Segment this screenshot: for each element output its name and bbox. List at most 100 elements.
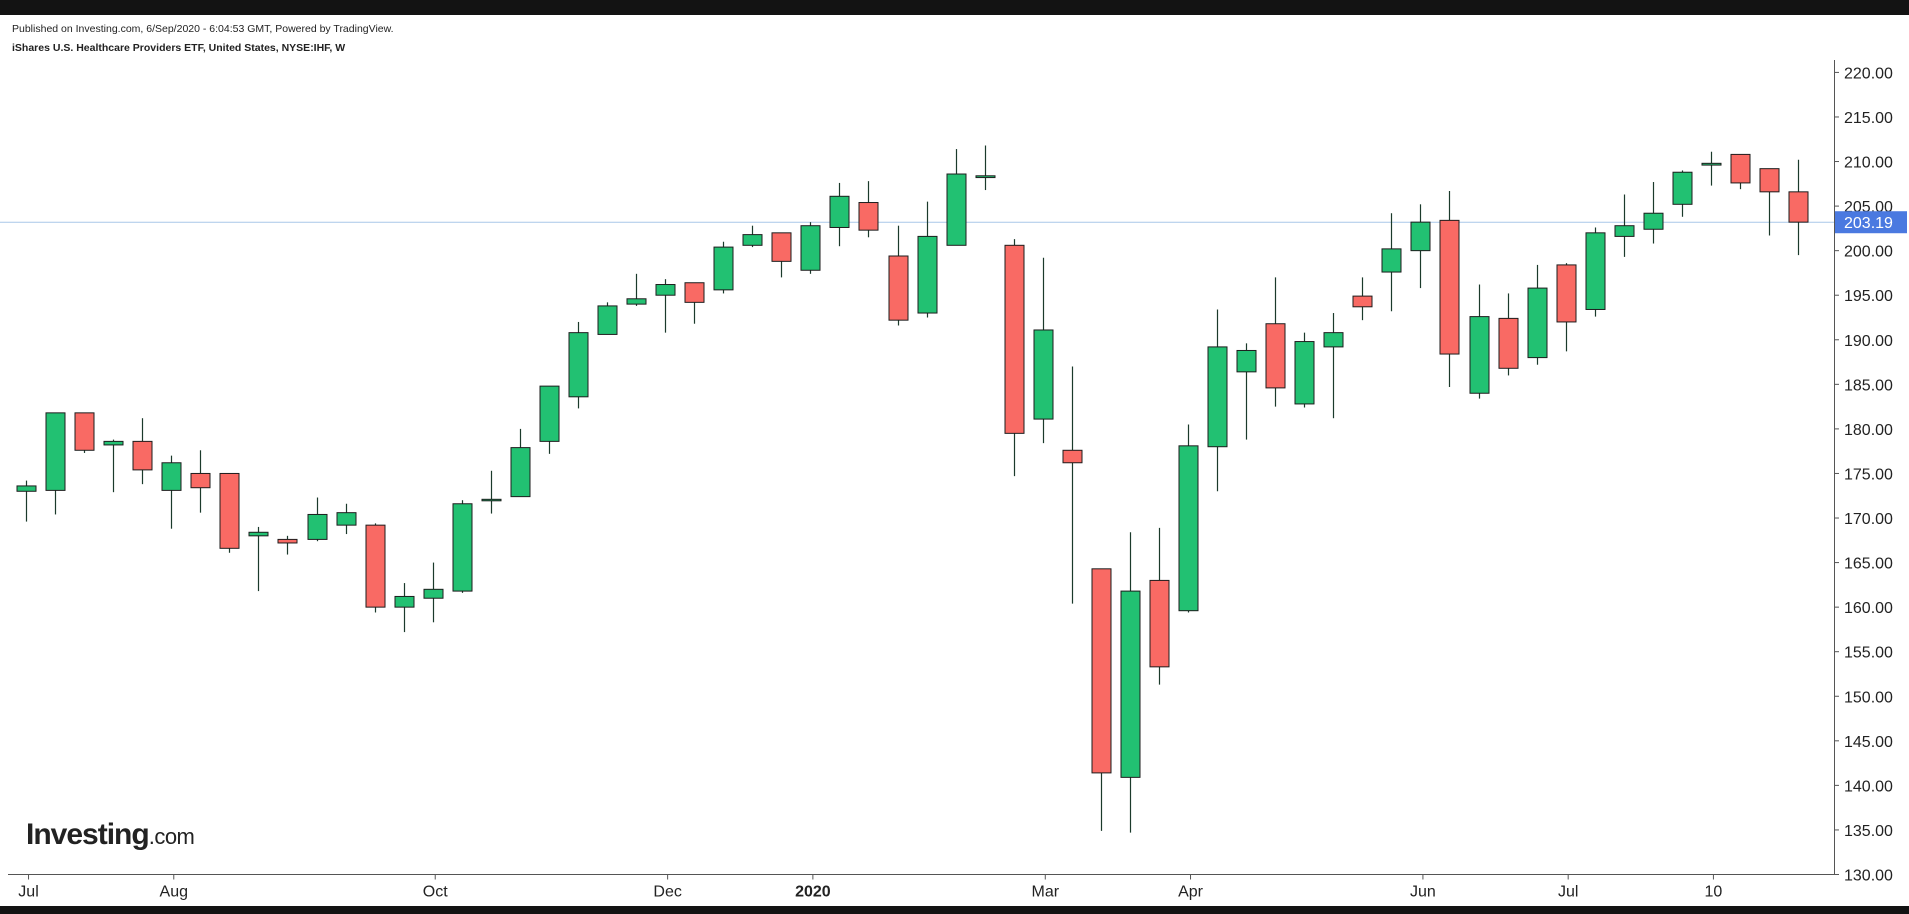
candle-body-down [1149, 579, 1170, 668]
candle[interactable] [1614, 194, 1635, 257]
candle[interactable] [858, 181, 879, 238]
candle[interactable] [365, 523, 386, 613]
candle[interactable] [510, 428, 531, 498]
candle[interactable] [1004, 239, 1025, 477]
candle[interactable] [568, 321, 589, 409]
last-price-badge [1835, 211, 1907, 234]
candle[interactable] [1062, 366, 1083, 604]
candle[interactable] [1265, 277, 1286, 407]
candle-body-down [132, 440, 153, 471]
candle[interactable] [1527, 264, 1548, 365]
last-price-label: 203.19 [1835, 211, 1907, 234]
price-tick-label: 130.00 [1844, 868, 1893, 885]
candle[interactable] [1556, 263, 1577, 352]
candle-body-down [1062, 449, 1083, 464]
candle[interactable] [1759, 168, 1780, 236]
candle[interactable] [481, 470, 502, 514]
candle-body-up [336, 512, 357, 526]
candle[interactable] [917, 201, 938, 318]
price-axis[interactable]: 220.00215.00210.00205.00200.00195.00190.… [1834, 60, 1893, 885]
price-tick-label: 135.00 [1844, 823, 1893, 840]
time-axis[interactable]: Jul Aug Oct Dec 2020 Mar Apr Jun Jul 10 [8, 874, 1835, 901]
candle[interactable] [423, 562, 444, 623]
candle-body-up [1323, 332, 1344, 348]
candle[interactable] [1730, 153, 1751, 190]
candle[interactable] [1352, 277, 1373, 321]
candle[interactable] [74, 412, 95, 453]
candle[interactable] [1585, 227, 1606, 317]
candle-body-up [1178, 445, 1199, 612]
candle[interactable] [975, 145, 996, 191]
top-bar [0, 0, 1909, 15]
candle[interactable] [1033, 257, 1054, 444]
candle[interactable] [655, 279, 676, 333]
candle-body-down [684, 282, 705, 303]
candle[interactable] [394, 583, 415, 633]
candle[interactable] [1701, 151, 1722, 186]
candle[interactable] [336, 503, 357, 535]
candle-body-up [1643, 212, 1664, 230]
candle-body-up [1672, 171, 1693, 205]
candle[interactable] [1207, 309, 1228, 492]
candle[interactable] [1439, 190, 1460, 388]
candle[interactable] [103, 439, 124, 493]
candle[interactable] [16, 480, 37, 522]
candle[interactable] [1149, 527, 1170, 685]
candle[interactable] [1381, 213, 1402, 312]
candle[interactable] [1788, 159, 1809, 256]
candle[interactable] [684, 282, 705, 324]
published-caption: Published on Investing.com, 6/Sep/2020 -… [12, 23, 394, 35]
candle[interactable] [1120, 532, 1141, 833]
candle-body-up [946, 173, 967, 246]
candle[interactable] [307, 497, 328, 542]
candle-body-down [1788, 191, 1809, 223]
price-tick-label: 215.00 [1844, 110, 1893, 127]
candle-body-down [277, 538, 298, 544]
candle[interactable] [626, 273, 647, 306]
price-tick-label: 220.00 [1844, 65, 1893, 82]
candle-body-up [452, 503, 473, 592]
candle[interactable] [190, 450, 211, 513]
candle[interactable] [1091, 568, 1112, 831]
time-tick-label: Dec [653, 884, 681, 901]
time-tick-label: Apr [1178, 884, 1204, 901]
candle[interactable] [713, 241, 734, 294]
candle-body-down [190, 472, 211, 489]
candle[interactable] [946, 149, 967, 246]
candle[interactable] [1236, 343, 1257, 440]
price-tick-label: 195.00 [1844, 288, 1893, 305]
candle[interactable] [1643, 182, 1664, 244]
candle-body-up [1527, 287, 1548, 359]
candle[interactable] [132, 418, 153, 485]
candle[interactable] [1498, 293, 1519, 376]
candle-body-up [394, 595, 415, 608]
candle[interactable] [829, 182, 850, 247]
candle[interactable] [888, 225, 909, 326]
candle[interactable] [161, 455, 182, 529]
candle[interactable] [1294, 332, 1315, 408]
candle[interactable] [1672, 170, 1693, 217]
price-tick-label: 145.00 [1844, 734, 1893, 751]
price-tick-label: 190.00 [1844, 333, 1893, 350]
candle[interactable] [742, 225, 763, 248]
candle[interactable] [277, 535, 298, 555]
candle-body-up [423, 588, 444, 599]
candle[interactable] [539, 385, 560, 454]
candle[interactable] [1178, 424, 1199, 613]
candle-body-down [1265, 323, 1286, 389]
candle[interactable] [1469, 284, 1490, 399]
candle[interactable] [248, 526, 269, 592]
price-tick-label: 170.00 [1844, 511, 1893, 528]
candle[interactable] [452, 500, 473, 593]
candle-body-up [16, 485, 37, 492]
candle[interactable] [45, 412, 66, 515]
candle[interactable] [1323, 313, 1344, 419]
candle-body-up [1033, 329, 1054, 420]
candle[interactable] [771, 232, 792, 278]
price-tick-label: 210.00 [1844, 155, 1893, 172]
candle[interactable] [597, 302, 618, 335]
candle[interactable] [219, 472, 240, 553]
candle[interactable] [1410, 204, 1431, 289]
candle[interactable] [800, 222, 821, 274]
